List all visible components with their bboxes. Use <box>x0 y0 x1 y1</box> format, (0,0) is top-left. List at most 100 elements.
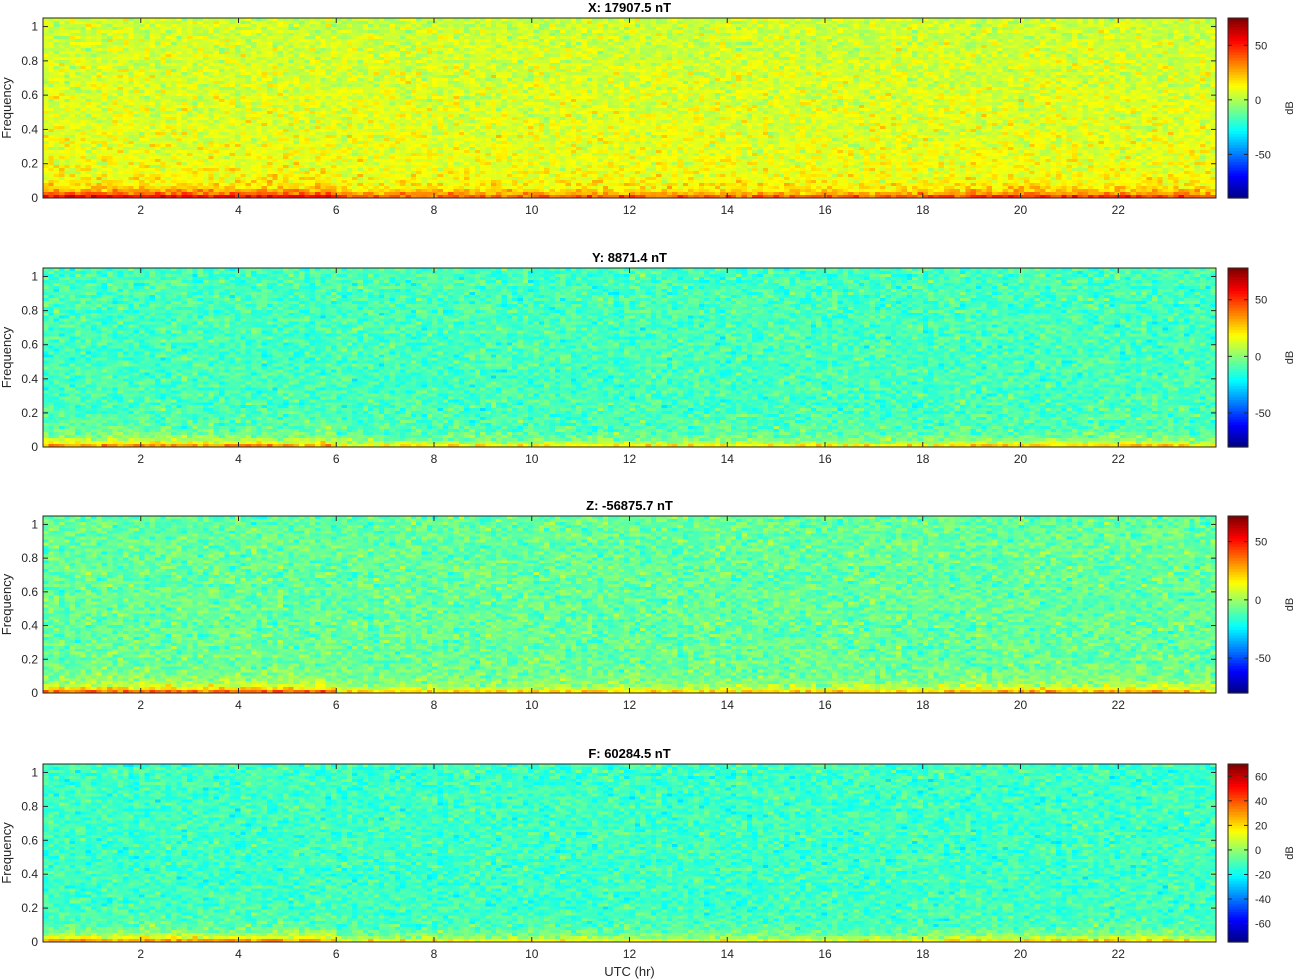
spectrogram-heatmap <box>43 18 1216 198</box>
colorbar-segment <box>1228 167 1248 171</box>
colorbar-segment <box>1228 279 1248 283</box>
colorbar-segment <box>1228 853 1248 857</box>
colorbar-segment <box>1228 786 1248 790</box>
colorbar-segment <box>1228 192 1248 196</box>
colorbar-segment <box>1228 894 1248 899</box>
y-tick-label: 0.2 <box>21 652 38 666</box>
x-tick-label: 6 <box>333 452 340 466</box>
colorbar-segment <box>1228 346 1248 350</box>
x-tick-label: 10 <box>525 203 539 217</box>
colorbar-segment <box>1228 524 1248 528</box>
colorbar-segment <box>1228 161 1248 165</box>
colorbar-segment <box>1228 794 1248 798</box>
colorbar-segment <box>1228 276 1248 280</box>
colorbar-segment <box>1228 307 1248 311</box>
colorbar-segment <box>1228 82 1248 87</box>
colorbar-segment <box>1228 939 1248 943</box>
colorbar-segment <box>1228 604 1248 608</box>
colorbar-segment <box>1228 365 1248 370</box>
colorbar-segment <box>1228 32 1248 36</box>
x-tick-label: 4 <box>235 947 242 961</box>
x-tick-label: 8 <box>431 947 438 961</box>
colorbar-segment <box>1228 54 1248 58</box>
colorbar-segment <box>1228 585 1248 589</box>
spectrogram-heatmap <box>43 516 1216 693</box>
colorbar-segment <box>1228 60 1248 64</box>
colorbar-segment <box>1228 113 1248 118</box>
colorbar-segment <box>1228 382 1248 387</box>
colorbar-segment <box>1228 150 1248 154</box>
x-tick-label: 20 <box>1014 203 1028 217</box>
x-tick-label: 14 <box>721 698 735 712</box>
colorbar-segment <box>1228 560 1248 564</box>
x-tick-label: 22 <box>1112 452 1126 466</box>
y-tick-label: 0.6 <box>21 88 38 102</box>
colorbar-segment <box>1228 309 1248 314</box>
colorbar-segment <box>1228 374 1248 378</box>
colorbar-segment <box>1228 662 1248 666</box>
colorbar-segment <box>1228 147 1248 151</box>
x-tick-label: 20 <box>1014 947 1028 961</box>
colorbar-segment <box>1228 576 1248 581</box>
colorbar-segment <box>1228 402 1248 406</box>
colorbar-segment <box>1228 676 1248 680</box>
colorbar-segment <box>1228 164 1248 168</box>
colorbar-segment <box>1228 169 1248 174</box>
colorbar-segment <box>1228 96 1248 101</box>
colorbar-tick-label: 50 <box>1255 537 1267 549</box>
colorbar-segment <box>1228 830 1248 835</box>
colorbar-segment <box>1228 40 1248 44</box>
colorbar-label: dB <box>1284 598 1296 611</box>
colorbar-segment <box>1228 349 1248 353</box>
colorbar-segment <box>1228 421 1248 426</box>
y-tick-label: 0.6 <box>21 585 38 599</box>
y-axis-label: Frequency <box>0 326 14 388</box>
colorbar-segment <box>1228 388 1248 392</box>
x-tick-label: 22 <box>1112 698 1126 712</box>
colorbar-segment <box>1228 18 1248 22</box>
x-tick-label: 12 <box>623 203 637 217</box>
colorbar-segment <box>1228 565 1248 570</box>
colorbar-segment <box>1228 930 1248 935</box>
colorbar-tick-label: -60 <box>1255 919 1271 931</box>
colorbar-segment <box>1228 568 1248 572</box>
colorbar-segment <box>1228 648 1248 653</box>
colorbar-segment <box>1228 886 1248 890</box>
colorbar-segment <box>1228 377 1248 381</box>
y-tick-label: 0.4 <box>21 619 38 633</box>
colorbar-segment <box>1228 769 1248 773</box>
colorbar-segment <box>1228 681 1248 686</box>
colorbar-segment <box>1228 68 1248 73</box>
x-tick-label: 6 <box>333 203 340 217</box>
colorbar-tick-label: 20 <box>1255 820 1267 832</box>
colorbar-segment <box>1228 816 1248 821</box>
y-tick-label: 1 <box>31 517 38 531</box>
colorbar-segment <box>1228 897 1248 901</box>
colorbar-segment <box>1228 138 1248 143</box>
colorbar-segment <box>1228 643 1248 647</box>
colorbar-segment <box>1228 836 1248 840</box>
colorbar-segment <box>1228 34 1248 39</box>
colorbar-segment <box>1228 925 1248 929</box>
colorbar-segment <box>1228 441 1248 445</box>
x-tick-label: 16 <box>818 203 832 217</box>
colorbar-segment <box>1228 657 1248 661</box>
x-tick-label: 2 <box>137 203 144 217</box>
colorbar-segment <box>1228 102 1248 106</box>
colorbar-segment <box>1228 93 1248 98</box>
colorbar-segment <box>1228 780 1248 785</box>
colorbar-segment <box>1228 172 1248 177</box>
colorbar-segment <box>1228 351 1248 356</box>
colorbar-segment <box>1228 864 1248 868</box>
x-tick-label: 14 <box>721 203 735 217</box>
colorbar-tick-label: 0 <box>1255 351 1261 363</box>
x-tick-label: 4 <box>235 203 242 217</box>
colorbar-segment <box>1228 287 1248 291</box>
x-tick-label: 18 <box>916 452 930 466</box>
x-tick-label: 8 <box>431 698 438 712</box>
colorbar-segment <box>1228 875 1248 879</box>
colorbar-segment <box>1228 273 1248 277</box>
y-tick-label: 0.2 <box>21 901 38 915</box>
colorbar-segment <box>1228 665 1248 669</box>
x-tick-label: 2 <box>137 698 144 712</box>
